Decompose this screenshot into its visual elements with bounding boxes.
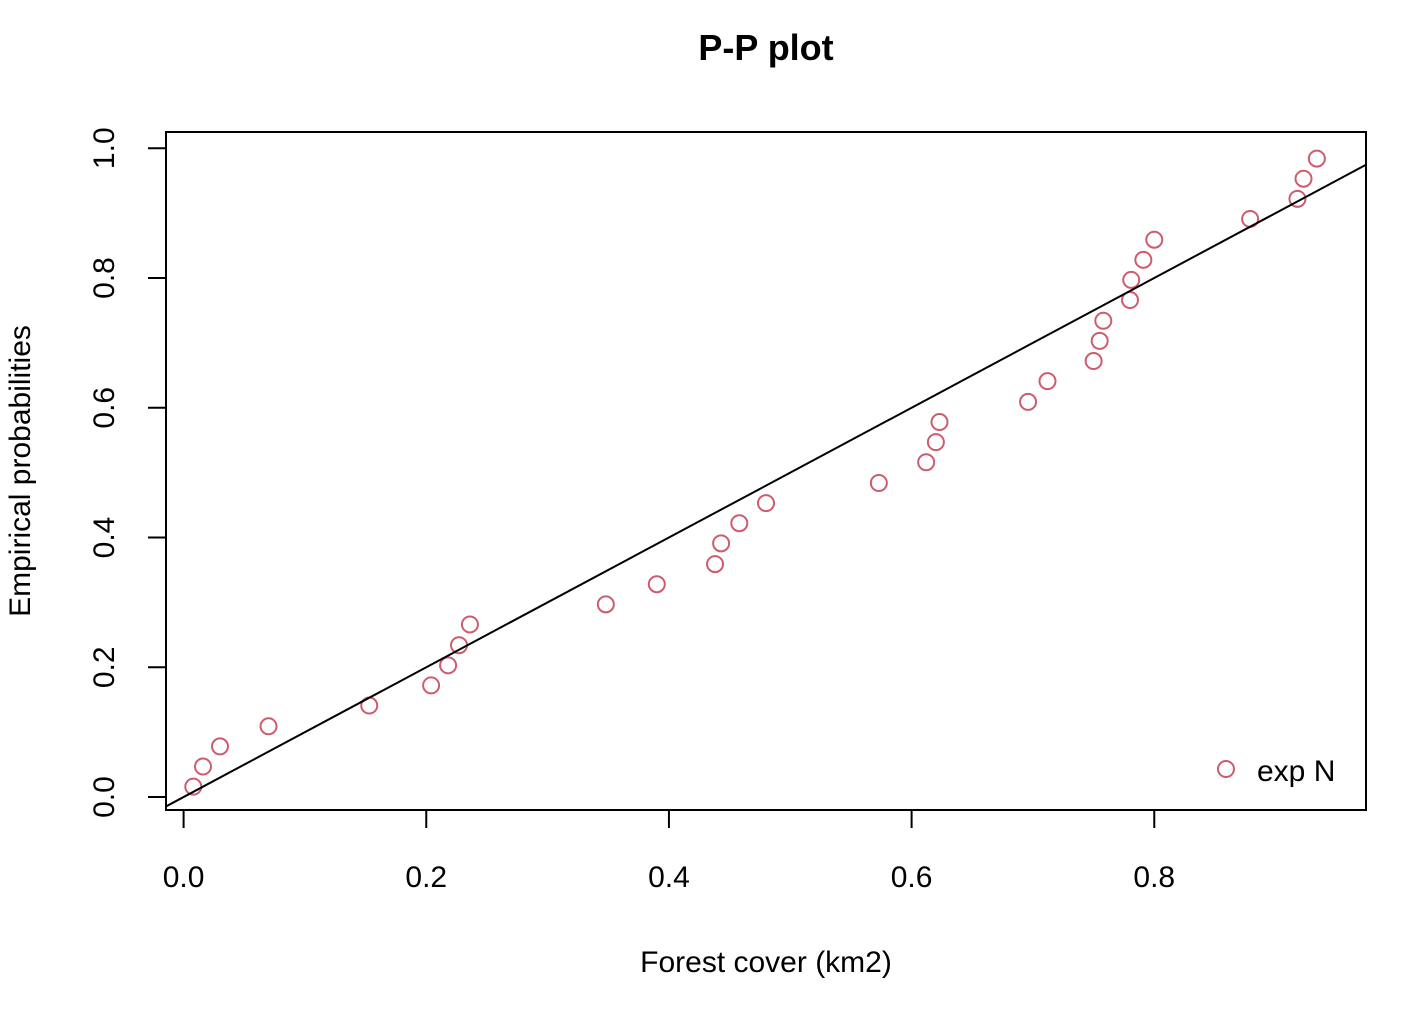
reference-line-layer [166, 163, 1366, 808]
y-tick-label: 0.4 [88, 517, 121, 559]
legend: exp N [1217, 755, 1335, 788]
data-point [422, 676, 441, 695]
data-point [1307, 149, 1326, 168]
data-point [730, 514, 749, 533]
y-axis: 0.0 0.2 0.4 0.6 0.8 1.0 [88, 127, 167, 818]
y-tick-label: 0.0 [88, 776, 121, 818]
chart-title: P-P plot [698, 27, 833, 68]
y-axis-label: Empirical probabilities [4, 325, 37, 617]
x-tick-label: 0.4 [648, 861, 690, 894]
data-point [930, 413, 949, 432]
data-point [1090, 331, 1109, 350]
y-tick-label: 0.2 [88, 646, 121, 688]
data-point [706, 555, 725, 574]
x-axis: 0.0 0.2 0.4 0.6 0.8 [163, 809, 1175, 894]
data-point [757, 494, 775, 513]
data-point [439, 656, 458, 675]
x-axis-label: Forest cover (km2) [640, 946, 892, 979]
data-point [1094, 311, 1113, 330]
data-point [1019, 392, 1038, 411]
x-tick-label: 0.2 [405, 861, 447, 894]
points-layer [184, 149, 1326, 796]
data-point [926, 433, 945, 452]
y-tick-label: 1.0 [88, 127, 121, 169]
y-tick-label: 0.8 [88, 257, 121, 299]
data-point [259, 717, 278, 736]
legend-label: exp N [1257, 755, 1335, 788]
data-point [1145, 230, 1164, 249]
reference-line [166, 163, 1366, 808]
x-tick-label: 0.6 [891, 861, 933, 894]
data-point [1038, 372, 1057, 391]
data-point [1288, 189, 1307, 208]
y-tick-label: 0.6 [88, 387, 121, 429]
data-point [1294, 169, 1313, 188]
data-point [460, 615, 479, 634]
data-point [869, 474, 888, 493]
data-point [210, 737, 229, 756]
data-point [596, 595, 615, 614]
data-point [1122, 270, 1141, 289]
data-point [712, 534, 731, 553]
plot-frame [165, 131, 1367, 811]
data-point [647, 575, 666, 594]
data-point [917, 453, 936, 472]
x-tick-label: 0.0 [163, 861, 205, 894]
legend-marker [1217, 760, 1235, 778]
data-point [1134, 250, 1153, 269]
data-point [1084, 352, 1103, 371]
data-point [194, 757, 213, 776]
x-tick-label: 0.8 [1133, 861, 1175, 894]
